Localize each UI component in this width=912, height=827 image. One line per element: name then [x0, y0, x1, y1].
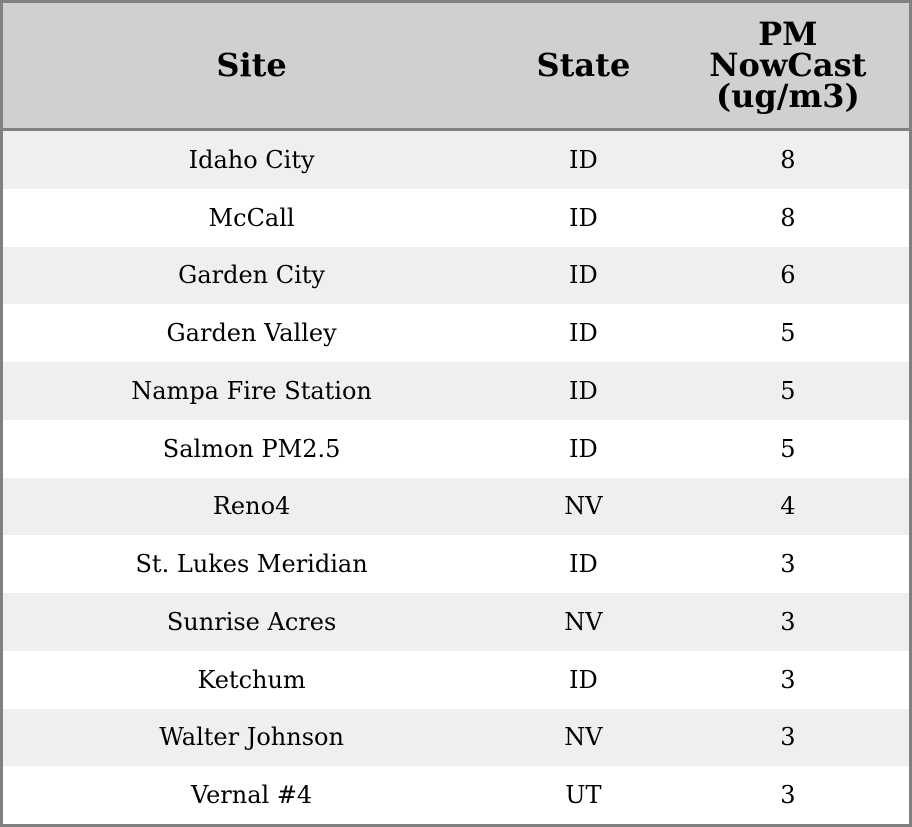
header-site: Site [1, 1, 501, 131]
cell-state: ID [500, 188, 667, 247]
cell-site: Nampa Fire Station [1, 362, 501, 420]
cell-state: ID [500, 650, 667, 709]
cell-state: NV [500, 708, 667, 767]
cell-state: ID [500, 362, 667, 420]
header-pm-line1: PM [758, 15, 818, 53]
cell-site: Garden City [1, 246, 501, 305]
cell-pm: 4 [666, 477, 911, 536]
cell-pm: 5 [666, 304, 911, 362]
cell-site: Vernal #4 [1, 766, 501, 826]
table-row: Reno4 NV 4 [1, 477, 911, 536]
table-row: Garden City ID 6 [1, 246, 911, 305]
cell-pm: 8 [666, 129, 911, 189]
table-row: St. Lukes Meridian ID 3 [1, 535, 911, 593]
cell-site: St. Lukes Meridian [1, 535, 501, 593]
header-pm-line3: (ug/m3) [715, 77, 860, 115]
header-pm-nowcast: PM NowCast (ug/m3) [666, 1, 911, 131]
table-row: Sunrise Acres NV 3 [1, 593, 911, 651]
table-row: McCall ID 8 [1, 188, 911, 247]
cell-state: ID [500, 419, 667, 478]
cell-site: Idaho City [1, 129, 501, 189]
cell-state: ID [500, 129, 667, 189]
table-row: Garden Valley ID 5 [1, 304, 911, 362]
cell-pm: 3 [666, 708, 911, 767]
cell-state: NV [500, 593, 667, 651]
table-row: Vernal #4 UT 3 [1, 766, 911, 826]
cell-pm: 5 [666, 362, 911, 420]
cell-state: UT [500, 766, 667, 826]
cell-pm: 8 [666, 188, 911, 247]
table-row: Nampa Fire Station ID 5 [1, 362, 911, 420]
table-row: Idaho City ID 8 [1, 129, 911, 189]
cell-site: McCall [1, 188, 501, 247]
header-state: State [500, 1, 667, 131]
cell-pm: 3 [666, 650, 911, 709]
cell-site: Garden Valley [1, 304, 501, 362]
cell-pm: 3 [666, 535, 911, 593]
cell-pm: 5 [666, 419, 911, 478]
header-pm-line2: NowCast [709, 46, 867, 84]
cell-site: Ketchum [1, 650, 501, 709]
cell-state: ID [500, 246, 667, 305]
cell-state: NV [500, 477, 667, 536]
cell-site: Walter Johnson [1, 708, 501, 767]
table-row: Salmon PM2.5 ID 5 [1, 419, 911, 478]
cell-pm: 3 [666, 593, 911, 651]
cell-site: Salmon PM2.5 [1, 419, 501, 478]
cell-state: ID [500, 535, 667, 593]
cell-pm: 6 [666, 246, 911, 305]
cell-pm: 3 [666, 766, 911, 826]
cell-state: ID [500, 304, 667, 362]
table-row: Ketchum ID 3 [1, 650, 911, 709]
header-row: Site State PM NowCast (ug/m3) [1, 1, 911, 131]
cell-site: Reno4 [1, 477, 501, 536]
table-row: Walter Johnson NV 3 [1, 708, 911, 767]
cell-site: Sunrise Acres [1, 593, 501, 651]
